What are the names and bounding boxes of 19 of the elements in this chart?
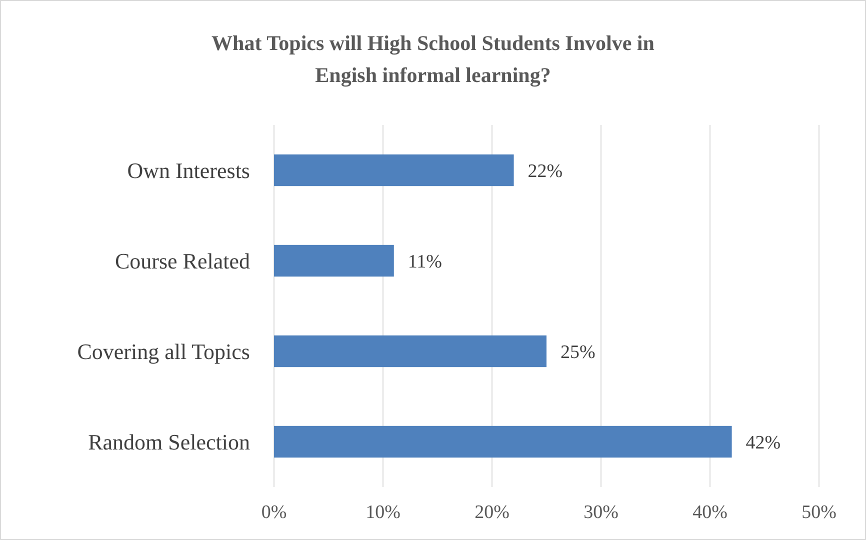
x-tick-label: 0% <box>261 502 287 523</box>
x-tick-label: 40% <box>692 502 728 523</box>
bar <box>274 335 546 368</box>
data-label: 25% <box>560 342 596 363</box>
x-tick-label: 20% <box>474 502 510 523</box>
x-tick-label: 10% <box>366 502 401 523</box>
data-label: 22% <box>528 160 563 182</box>
bar <box>274 244 394 277</box>
data-label: 42% <box>746 432 781 454</box>
y-tick-label: Covering all Topics <box>77 338 250 364</box>
y-tick-label: Course Related <box>114 248 250 274</box>
x-tick-label: 50% <box>802 502 837 523</box>
bar <box>274 426 732 458</box>
bar <box>274 154 514 186</box>
chart-title: What Topics will High School Students Involve in Engish informal learning? <box>212 31 655 87</box>
y-tick-label: Own Interests <box>127 158 250 183</box>
data-label: 11% <box>408 251 442 272</box>
x-tick-label: 30% <box>584 502 619 523</box>
y-tick-label: Random Selection <box>88 429 250 454</box>
